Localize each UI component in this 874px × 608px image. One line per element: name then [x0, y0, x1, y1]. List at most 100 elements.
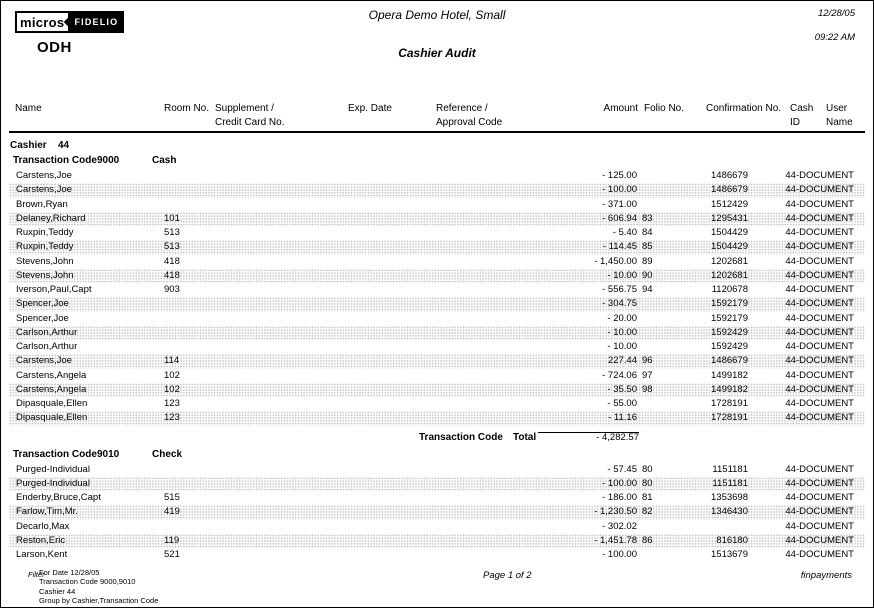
confirmation-number: 1346430 [711, 506, 748, 518]
confirmation-number: 1295431 [711, 212, 748, 224]
confirmation-number: 1151181 [712, 463, 748, 475]
guest-name: Reston,Eric [16, 534, 66, 546]
guest-name: Spencer,Joe [16, 312, 69, 324]
amount: - 11.16 [608, 412, 637, 424]
cash-id-user: 44-DOCUMENT [785, 534, 854, 546]
folio-number: 83 [642, 212, 653, 224]
table-row: Dipasquale,Ellen 123 - 11.16 1728191 44-DOCU… [9, 411, 865, 426]
amount: - 606.94 [602, 212, 637, 224]
amount: - 100.00 [602, 549, 637, 560]
amount: - 724.06 [602, 369, 637, 381]
amount: - 100.00 [602, 184, 637, 196]
cash-id-user: 44-DOCUMENT [785, 241, 854, 253]
folio-number: 80 [642, 463, 653, 475]
total-rule [538, 431, 639, 433]
amount: - 1,450.00 [594, 255, 637, 267]
guest-name: Carstens,Angela [16, 369, 87, 381]
guest-name: Dipasquale,Ellen [16, 398, 88, 409]
room-number: 123 [164, 398, 180, 409]
header-divider [9, 131, 865, 133]
cash-id-user: 44-DOCUMENT [785, 492, 854, 503]
confirmation-number: 1499182 [711, 383, 748, 395]
filter-criteria: For Date 12/28/05 Transaction Code 9000,9… [39, 568, 158, 605]
table-row: Spencer,Joe - 304.75 1592179 44-DOCUMENT [9, 297, 865, 312]
transaction-rows: Carstens,Joe - 125.00 1486679 44-DOCUMENT Ca… [1, 169, 873, 426]
cash-id-user: 44-DOCUMENT [785, 463, 854, 475]
col-header-amount: Amount [603, 103, 638, 114]
col-header-exp-date: Exp. Date [348, 103, 392, 114]
confirmation-number: 1512429 [711, 198, 748, 210]
confirmation-number: 1486679 [711, 184, 748, 196]
column-header-row: Name Room No. Supplement / Credit Card N… [1, 96, 873, 131]
cash-id-user: 44-DOCUMENT [785, 255, 854, 267]
micros-fidelio-logo: micros FIDELIO [15, 11, 125, 33]
cashier-group-line: Cashier 44 [1, 140, 873, 154]
table-row: Delaney,Richard 101 - 606.94 83 1295431 44-DO… [9, 211, 865, 226]
table-row: Carlson,Arthur - 10.00 1592429 44-DOCUMENT [9, 340, 865, 354]
table-row: Brown,Ryan - 371.00 1512429 44-DOCUMENT [9, 198, 865, 212]
confirmation-number: 1592429 [711, 341, 748, 352]
room-number: 513 [164, 241, 180, 253]
guest-name: Brown,Ryan [16, 198, 68, 210]
guest-name: Carstens,Joe [16, 170, 72, 181]
room-number: 114 [164, 355, 180, 367]
section-header: Transaction Code 9000 Cash [1, 154, 873, 169]
table-row: Dipasquale,Ellen 123 - 55.00 1728191 44-DOCU… [9, 397, 865, 411]
confirmation-number: 1486679 [711, 355, 748, 367]
folio-number: 85 [642, 241, 653, 253]
cash-id-user: 44-DOCUMENT [785, 227, 854, 238]
guest-name: Purged-Individual [16, 477, 90, 489]
folio-number: 80 [642, 477, 653, 489]
property-code: ODH [37, 39, 72, 56]
section-header-code: 9010 [97, 448, 120, 460]
folio-number: 81 [642, 492, 653, 503]
table-row: Ruxpin,Teddy 513 - 5.40 84 1504429 44-DOCUMEN… [9, 226, 865, 240]
room-number: 418 [164, 269, 180, 281]
transaction-rows: Purged-Individual - 57.45 80 1151181 44-DOCU… [1, 463, 873, 563]
room-number: 513 [164, 227, 180, 238]
confirmation-number: 1728191 [711, 398, 748, 409]
amount: - 5.40 [612, 227, 637, 238]
guest-name: Purged-Individual [16, 463, 90, 475]
room-number: 419 [164, 506, 180, 518]
folio-number: 97 [642, 369, 653, 381]
amount: - 55.00 [607, 398, 637, 409]
confirmation-number: 1592429 [711, 326, 748, 338]
guest-name: Farlow,Tim,Mr. [16, 506, 78, 518]
cashier-label: Cashier [10, 140, 47, 151]
table-row: Stevens,John 418 - 1,450.00 89 1202681 44-DOC… [9, 255, 865, 269]
amount: - 10.00 [607, 341, 637, 352]
cash-id-user: 44-DOCUMENT [785, 477, 854, 489]
confirmation-number: 1202681 [711, 269, 748, 281]
table-row: Carstens,Joe - 100.00 1486679 44-DOCUMENT [9, 183, 865, 198]
guest-name: Stevens,John [16, 255, 74, 267]
guest-name: Delaney,Richard [16, 212, 86, 224]
room-number: 102 [164, 369, 180, 381]
filter-line: Transaction Code 9000,9010 [39, 577, 136, 587]
report-header: micros FIDELIO ODH Opera Demo Hotel, Sma… [1, 1, 873, 96]
col-header-confirmation: Confirmation No. [706, 103, 782, 114]
confirmation-number: 1728191 [711, 412, 748, 424]
guest-name: Larson,Kent [16, 549, 68, 560]
amount: - 125.00 [602, 170, 637, 181]
table-row: Larson,Kent 521 - 100.00 1513679 44-DOCUMENT [9, 548, 865, 562]
guest-name: Decarlo,Max [16, 520, 70, 532]
cash-id-user: 44-DOCUMENT [785, 326, 854, 338]
section-header: Transaction Code 9010 Check [1, 448, 873, 463]
report-time: 09:22 AM [814, 32, 855, 43]
cash-id-user: 44-DOCUMENT [785, 341, 854, 352]
total-label: Transaction Code [419, 431, 503, 443]
confirmation-number: 1592179 [711, 312, 748, 324]
room-number: 101 [164, 212, 180, 224]
col-header-supplement: Supplement / Credit Card No. [215, 102, 284, 130]
col-header-name: Name [15, 103, 42, 114]
cash-id-user: 44-DOCUMENT [785, 170, 854, 181]
amount: - 304.75 [602, 298, 637, 310]
amount: - 1,230.50 [594, 506, 637, 518]
total-amount: - 4,282.57 [596, 431, 639, 443]
confirmation-number: 1504429 [711, 227, 748, 238]
amount: - 100.00 [602, 477, 637, 489]
table-row: Carstens,Angela 102 - 35.50 98 1499182 44-DOC… [9, 382, 865, 397]
confirmation-number: 1353698 [711, 492, 748, 503]
